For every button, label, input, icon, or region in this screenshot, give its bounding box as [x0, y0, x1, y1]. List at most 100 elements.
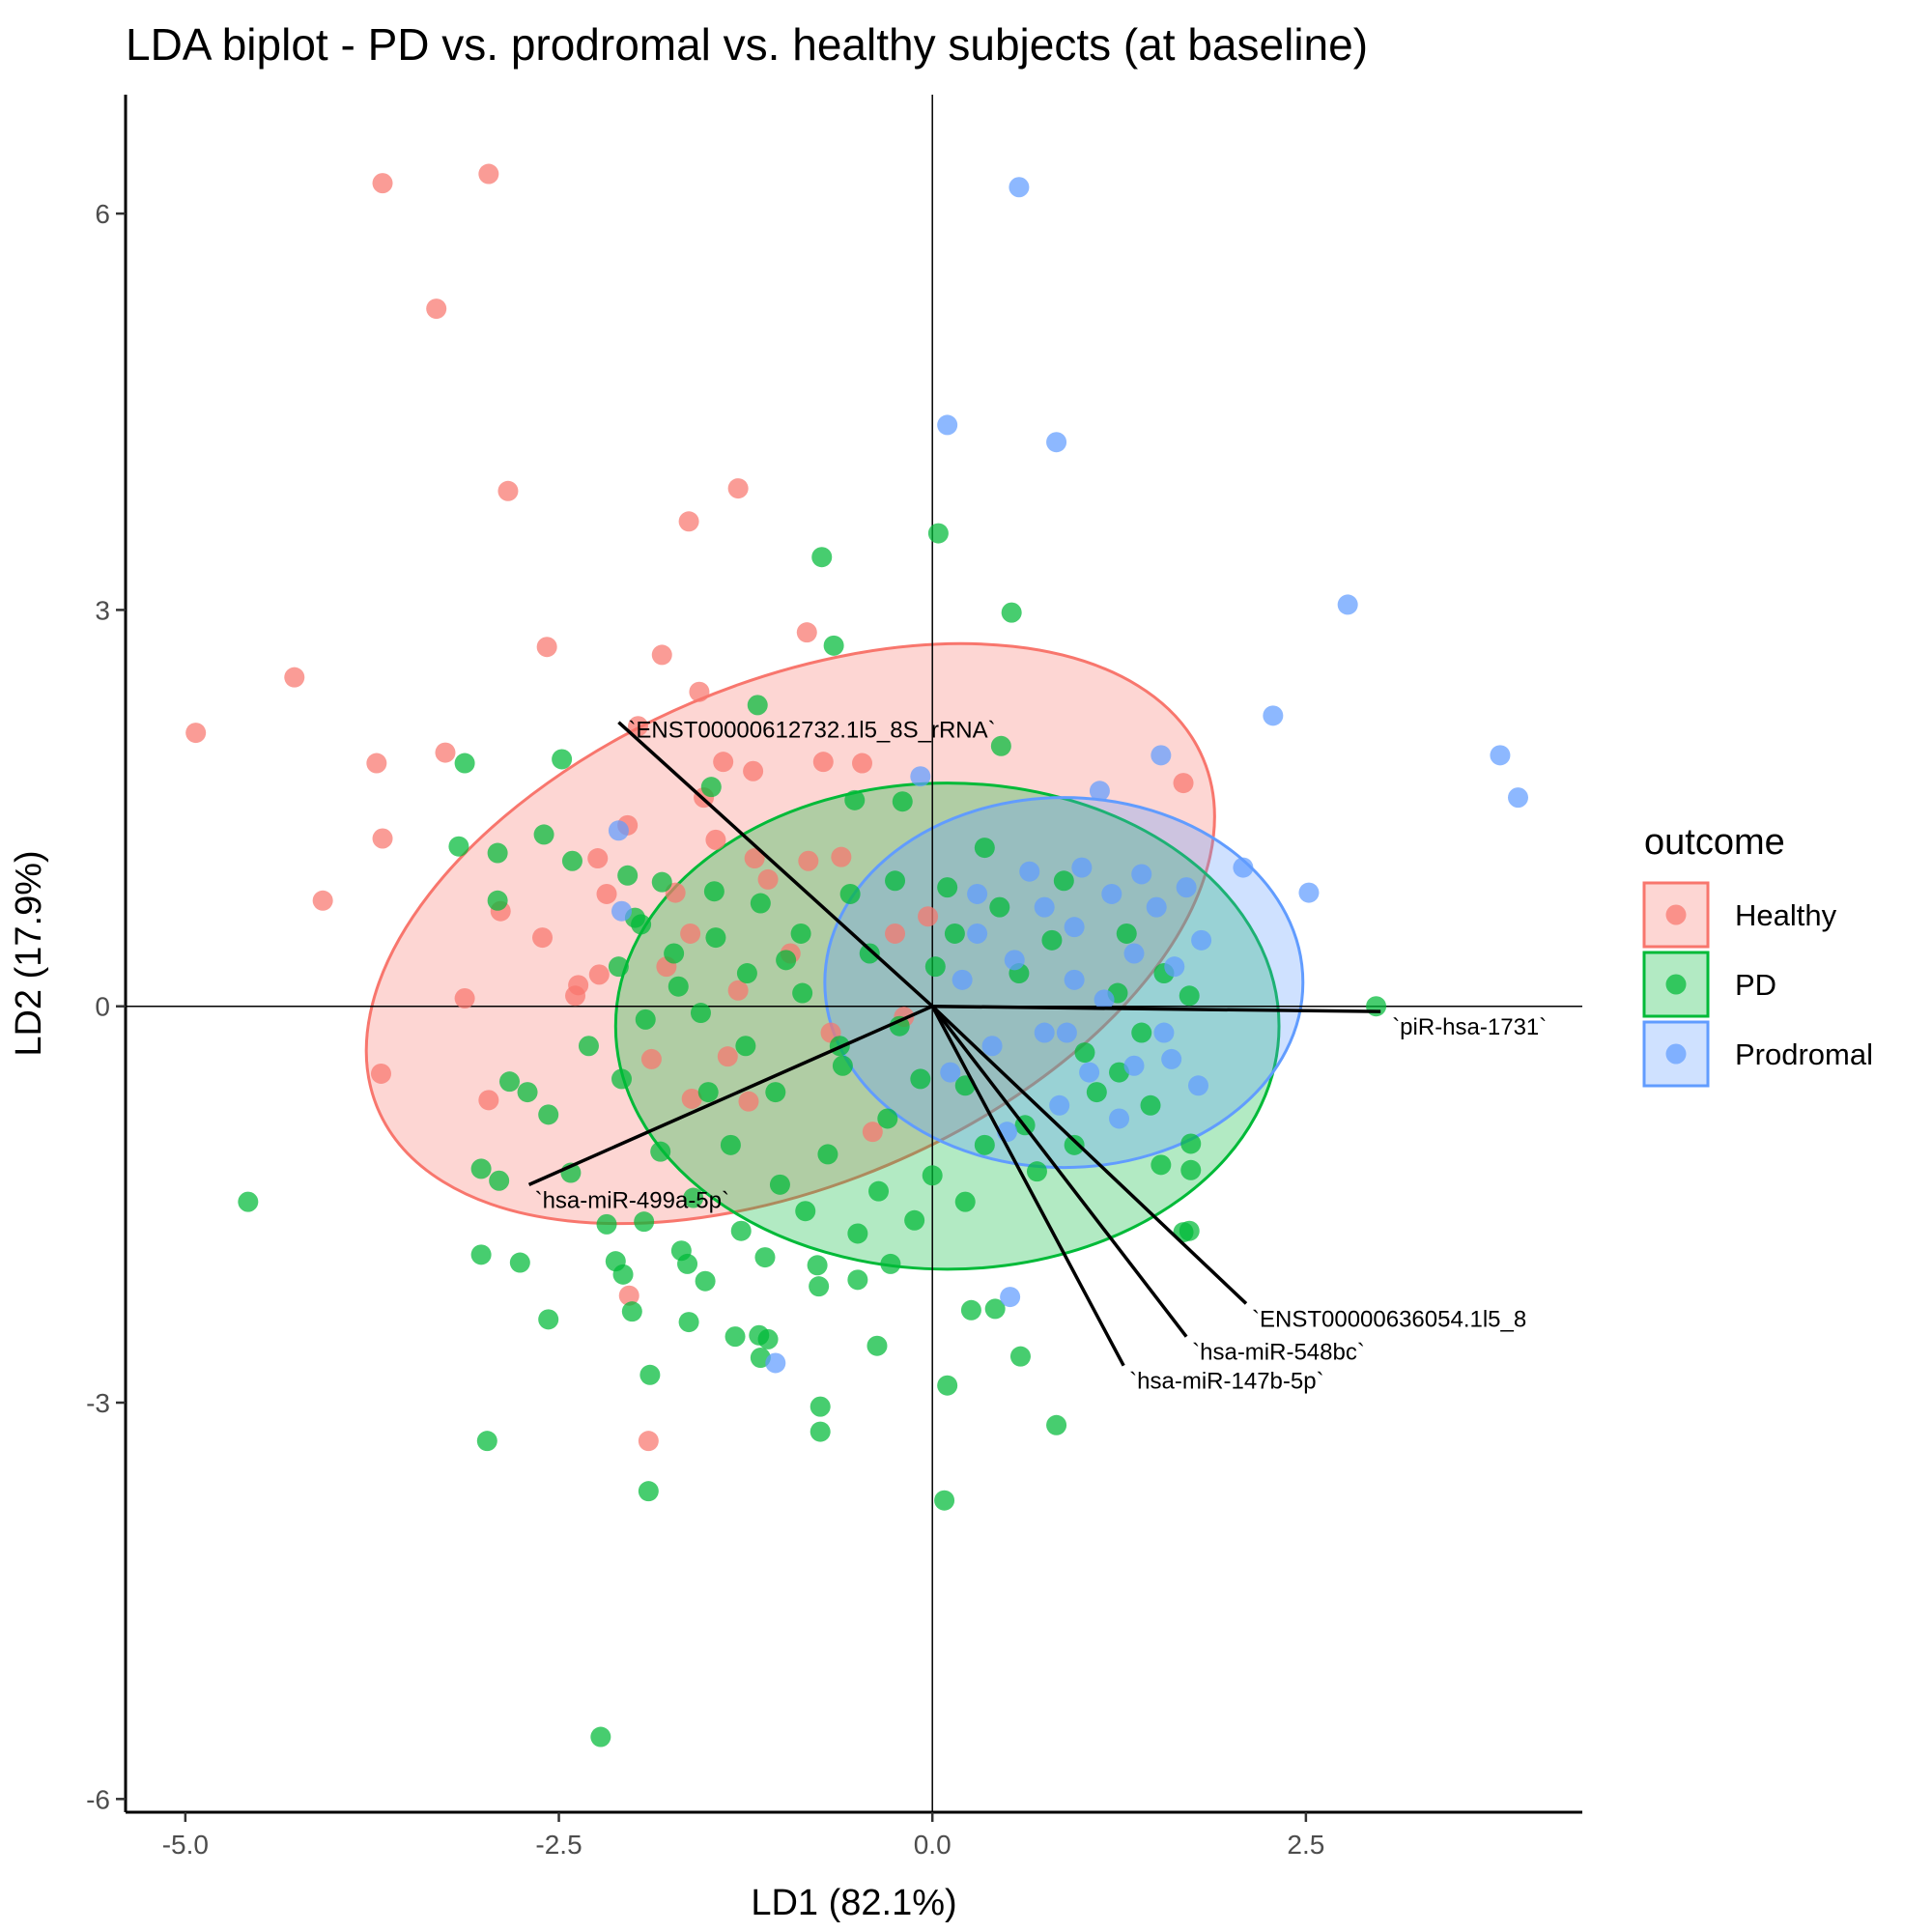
- point-healthy: [312, 890, 333, 911]
- point-pd: [509, 1252, 530, 1273]
- point-healthy: [640, 1048, 662, 1069]
- point-healthy: [689, 681, 710, 702]
- legend-label-pd: PD: [1735, 968, 1776, 1002]
- point-pd: [904, 1209, 925, 1231]
- point-pd: [844, 789, 866, 810]
- point-healthy: [727, 478, 749, 499]
- point-pd: [476, 1431, 497, 1452]
- point-healthy: [638, 1431, 659, 1452]
- point-prodromal: [910, 766, 931, 787]
- y-tick-label: 0: [95, 992, 110, 1022]
- point-healthy: [568, 975, 589, 996]
- point-pd: [747, 695, 768, 716]
- y-tick-label: 3: [95, 595, 110, 625]
- point-prodromal: [1233, 857, 1254, 878]
- point-prodromal: [1153, 1022, 1175, 1043]
- point-prodromal: [1064, 917, 1085, 938]
- point-prodromal: [1188, 1075, 1209, 1096]
- point-prodromal: [1131, 864, 1152, 885]
- point-prodromal: [1004, 950, 1025, 971]
- point-pd: [990, 735, 1011, 756]
- point-prodromal: [1064, 969, 1085, 990]
- point-prodromal: [1146, 896, 1167, 918]
- point-pd: [730, 1220, 752, 1241]
- point-prodromal: [1089, 781, 1110, 802]
- point-healthy: [713, 752, 734, 773]
- point-prodromal: [1101, 883, 1122, 904]
- point-pd: [839, 883, 861, 904]
- point-pd: [927, 523, 949, 544]
- point-pd: [639, 1364, 661, 1385]
- point-healthy: [705, 829, 726, 850]
- point-pd: [823, 635, 844, 656]
- point-pd: [880, 1253, 901, 1274]
- point-healthy: [796, 622, 817, 643]
- point-healthy: [727, 980, 749, 1001]
- point-healthy: [478, 163, 499, 185]
- point-pd: [638, 1481, 659, 1502]
- point-healthy: [587, 848, 609, 869]
- y-tick-label: -3: [86, 1388, 110, 1418]
- point-prodromal: [981, 1036, 1003, 1057]
- point-pd: [578, 1036, 599, 1057]
- point-healthy: [1173, 773, 1194, 794]
- legend-title: outcome: [1644, 822, 1785, 863]
- point-pd: [1041, 929, 1063, 951]
- point-pd: [889, 1015, 910, 1037]
- point-pd: [683, 1187, 704, 1208]
- point-prodromal: [1079, 1062, 1100, 1083]
- point-healthy: [885, 923, 906, 944]
- point-healthy: [744, 848, 765, 869]
- point-pd: [596, 1213, 617, 1235]
- point-pd: [765, 1082, 786, 1103]
- point-prodromal: [1164, 956, 1185, 978]
- point-pd: [634, 1211, 655, 1233]
- point-healthy: [680, 923, 701, 944]
- point-pd: [847, 1223, 868, 1244]
- point-pd: [700, 777, 722, 798]
- point-pd: [695, 1270, 716, 1292]
- legend-key-point-prodromal: [1665, 1043, 1687, 1065]
- point-pd: [832, 1055, 853, 1076]
- loading-arrow-hsa-mir-548bc: [930, 1005, 1188, 1338]
- point-healthy: [478, 1090, 499, 1111]
- point-pd: [757, 1328, 779, 1350]
- point-pd: [489, 1170, 510, 1191]
- point-prodromal: [1046, 432, 1067, 453]
- point-healthy: [757, 868, 779, 890]
- point-healthy: [372, 828, 393, 849]
- loading-label-enst00000636054-1l5-8: `ENST00000636054.1l5_8: [1252, 1306, 1526, 1332]
- point-pd: [847, 1269, 868, 1291]
- point-pd: [608, 956, 629, 978]
- point-prodromal: [940, 1062, 961, 1083]
- point-pd: [867, 1335, 888, 1356]
- point-pd: [561, 850, 582, 871]
- point-prodromal: [1151, 745, 1172, 766]
- point-pd: [937, 877, 958, 898]
- point-prodromal: [611, 900, 632, 922]
- point-pd: [937, 1375, 958, 1396]
- point-prodromal: [1009, 177, 1030, 198]
- point-prodromal: [1191, 929, 1212, 951]
- point-healthy: [454, 988, 475, 1009]
- point-pd: [612, 1264, 634, 1285]
- point-healthy: [717, 1046, 738, 1067]
- point-prodromal: [1034, 896, 1055, 918]
- point-pd: [924, 956, 946, 978]
- legend-key-point-healthy: [1665, 904, 1687, 925]
- point-pd: [1131, 1022, 1152, 1043]
- point-pd: [631, 914, 652, 935]
- point-prodromal: [967, 923, 988, 944]
- point-pd: [1074, 1042, 1095, 1064]
- point-pd: [892, 791, 913, 812]
- point-healthy: [284, 667, 305, 688]
- point-prodromal: [1034, 1022, 1055, 1043]
- point-pd: [910, 1068, 931, 1090]
- point-pd: [790, 923, 811, 944]
- x-axis-title: LD1 (82.1%): [751, 1883, 956, 1923]
- point-healthy: [366, 753, 387, 774]
- point-prodromal: [1176, 877, 1197, 898]
- point-pd: [974, 1134, 995, 1155]
- point-pd: [1180, 1133, 1202, 1154]
